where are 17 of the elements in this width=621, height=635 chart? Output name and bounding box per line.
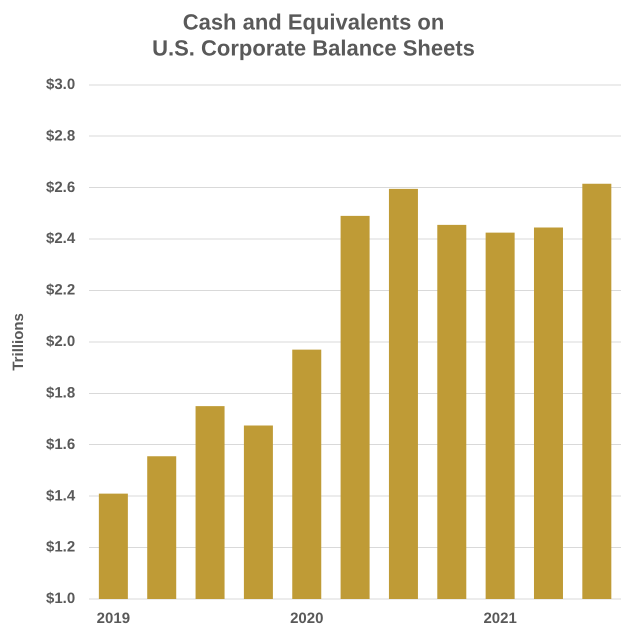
y-tick-label: $2.2 xyxy=(46,282,76,299)
text: U.S. Corporate Balance Sheets xyxy=(152,36,475,61)
y-tick-label: $3.0 xyxy=(46,76,76,93)
y-axis-title: Trillions xyxy=(10,313,28,371)
y-tick-label: $1.4 xyxy=(46,487,76,504)
x-tick-label: 2021 xyxy=(483,610,517,628)
y-tick-label: $2.6 xyxy=(46,178,76,196)
y-tick-label: $2.8 xyxy=(46,127,76,144)
y-tick-label: $1.6 xyxy=(46,436,76,453)
x-tick-label: 2020 xyxy=(290,610,324,628)
text: Cash and Equivalents on xyxy=(182,9,444,34)
y-tick-label: $1.0 xyxy=(46,590,76,608)
y-tick-label: $1.2 xyxy=(46,538,76,556)
y-tick-label: $2.4 xyxy=(46,230,76,248)
y-tick-label: $1.8 xyxy=(46,384,76,402)
y-tick-label: $2.0 xyxy=(46,333,76,350)
x-tick-label: 2019 xyxy=(96,610,130,628)
